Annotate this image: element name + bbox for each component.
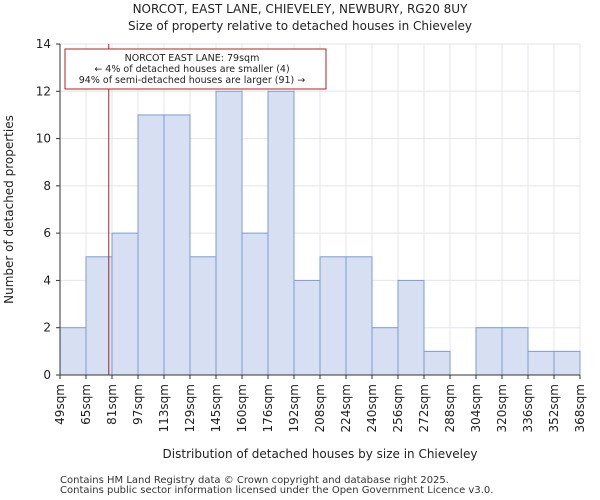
- bar-129sqm: [189, 256, 217, 376]
- bar-65sqm: [85, 256, 113, 376]
- y-tick-label: 10: [36, 132, 51, 146]
- x-tick-label: 145sqm: [209, 384, 223, 432]
- x-tick-label: 256sqm: [391, 384, 405, 432]
- bar-208sqm: [319, 256, 347, 376]
- bar-192sqm: [293, 279, 321, 376]
- bar-320sqm: [501, 327, 529, 376]
- x-axis-label: Distribution of detached houses by size …: [163, 447, 478, 461]
- bar-81sqm: [111, 232, 139, 376]
- chart-subtitle: Size of property relative to detached ho…: [127, 19, 473, 33]
- x-tick-label: 304sqm: [469, 384, 483, 432]
- bar-272sqm: [423, 350, 451, 376]
- annotation-line-2: ← 4% of detached houses are smaller (4): [94, 64, 289, 75]
- footer-line-2: Contains public sector information licen…: [60, 485, 494, 496]
- x-ticks: 49sqm 65sqm 81sqm 97sqm 113sqm 129sqm 145sqm 16…: [53, 375, 587, 432]
- y-tick-label: 8: [43, 179, 51, 193]
- y-tick-label: 6: [43, 226, 51, 240]
- bar-256sqm: [397, 279, 425, 376]
- x-tick-label: 176sqm: [261, 384, 275, 432]
- y-tick-label: 0: [43, 368, 51, 382]
- x-tick-label: 336sqm: [521, 384, 535, 432]
- bar-113sqm: [163, 114, 191, 376]
- bar-97sqm: [137, 114, 165, 376]
- x-tick-label: 49sqm: [53, 384, 67, 425]
- x-tick-label: 113sqm: [157, 384, 171, 432]
- x-tick-label: 81sqm: [105, 384, 119, 425]
- x-tick-label: 224sqm: [339, 384, 353, 432]
- x-tick-label: 65sqm: [79, 384, 93, 425]
- annotation-line-1: NORCOT EAST LANE: 79sqm: [125, 53, 260, 64]
- bar-336sqm: [527, 350, 555, 376]
- y-axis-label: Number of detached properties: [2, 115, 16, 304]
- bar-224sqm: [345, 256, 373, 376]
- y-ticks: 0 2 4 6 8 10 12 14: [36, 37, 60, 382]
- x-tick-label: 160sqm: [235, 384, 249, 432]
- bar-145sqm: [215, 90, 243, 376]
- chart-title: NORCOT, EAST LANE, CHIEVELEY, NEWBURY, R…: [132, 2, 468, 16]
- x-tick-label: 288sqm: [443, 384, 457, 432]
- bars: [59, 90, 581, 376]
- bar-240sqm: [371, 327, 399, 376]
- annotation-box: NORCOT EAST LANE: 79sqm ← 4% of detached…: [64, 48, 327, 90]
- bar-352sqm: [553, 350, 581, 376]
- x-tick-label: 368sqm: [573, 384, 587, 432]
- y-tick-label: 14: [36, 37, 51, 51]
- bar-160sqm: [241, 232, 269, 376]
- bar-304sqm: [475, 327, 503, 376]
- y-tick-label: 4: [43, 273, 51, 287]
- x-tick-label: 208sqm: [313, 384, 327, 432]
- x-tick-label: 97sqm: [131, 384, 145, 425]
- bar-176sqm: [267, 90, 295, 376]
- annotation-line-3: 94% of semi-detached houses are larger (…: [79, 75, 306, 86]
- x-tick-label: 320sqm: [495, 384, 509, 432]
- y-tick-label: 12: [36, 84, 51, 98]
- x-tick-label: 129sqm: [183, 384, 197, 432]
- x-tick-label: 272sqm: [417, 384, 431, 432]
- x-tick-label: 192sqm: [287, 384, 301, 432]
- y-tick-label: 2: [43, 321, 51, 335]
- footer-line-1: Contains HM Land Registry data © Crown c…: [60, 475, 449, 486]
- x-tick-label: 352sqm: [547, 384, 561, 432]
- x-tick-label: 240sqm: [365, 384, 379, 432]
- bar-49sqm: [59, 327, 87, 376]
